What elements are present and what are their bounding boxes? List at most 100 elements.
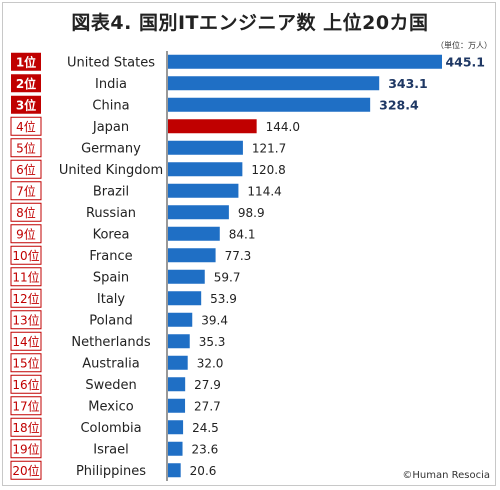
bar bbox=[168, 97, 371, 112]
bar bbox=[168, 183, 239, 198]
rank-label: 12位 bbox=[12, 291, 39, 306]
bar bbox=[168, 377, 186, 392]
bar bbox=[168, 463, 181, 478]
rank-badge bbox=[10, 288, 42, 308]
data-label: 35.3 bbox=[199, 335, 226, 349]
bar bbox=[168, 291, 202, 306]
rank-label: 4位 bbox=[16, 119, 36, 134]
bar bbox=[168, 119, 257, 134]
bar bbox=[168, 334, 190, 349]
rank-badge bbox=[10, 202, 42, 222]
bar bbox=[168, 312, 193, 327]
category-label: France bbox=[89, 249, 132, 264]
rank-badge bbox=[11, 95, 41, 114]
country-labels: United States India China Japan Germany Unite… bbox=[59, 55, 163, 479]
rank-badge bbox=[10, 331, 42, 351]
category-label: Mexico bbox=[88, 399, 133, 414]
rank-label: 16位 bbox=[12, 377, 39, 392]
bar bbox=[168, 269, 205, 284]
bars bbox=[168, 54, 442, 478]
rank-badge bbox=[10, 267, 42, 287]
data-label: 120.8 bbox=[251, 163, 285, 177]
rank-badge bbox=[10, 374, 42, 394]
data-label: 343.1 bbox=[388, 76, 428, 91]
chart-frame bbox=[2, 2, 496, 486]
rank-label: 19位 bbox=[12, 441, 39, 456]
data-label: 59.7 bbox=[214, 270, 241, 284]
rank-badge bbox=[10, 353, 42, 373]
category-label: China bbox=[92, 98, 129, 113]
rank-label: 14位 bbox=[12, 334, 39, 349]
rank-badge bbox=[10, 417, 42, 437]
rank-badge bbox=[11, 52, 41, 71]
rank-label: 7位 bbox=[16, 183, 36, 198]
data-label: 24.5 bbox=[192, 421, 219, 435]
category-label: Japan bbox=[92, 120, 129, 135]
data-label: 445.1 bbox=[445, 54, 485, 69]
credit-text: ©Human Resocia bbox=[402, 470, 490, 481]
rank-label: 8位 bbox=[16, 205, 36, 220]
data-label: 23.6 bbox=[192, 442, 219, 456]
bar bbox=[168, 54, 442, 69]
rank-label: 9位 bbox=[16, 226, 36, 241]
bar bbox=[168, 76, 380, 91]
bar bbox=[168, 355, 188, 370]
bar bbox=[168, 162, 243, 177]
rank-label: 10位 bbox=[12, 248, 39, 263]
data-label: 121.7 bbox=[252, 141, 286, 155]
rank-badge bbox=[10, 116, 42, 136]
data-label: 98.9 bbox=[238, 206, 265, 220]
data-label: 20.6 bbox=[190, 464, 217, 478]
data-label: 53.9 bbox=[210, 292, 237, 306]
rank-badge bbox=[11, 74, 41, 93]
category-label: Italy bbox=[97, 292, 126, 307]
category-label: Colombia bbox=[80, 421, 141, 436]
data-label: 32.0 bbox=[197, 356, 224, 370]
category-label: Sweden bbox=[85, 378, 136, 393]
rank-label: 15位 bbox=[12, 355, 39, 370]
bar bbox=[168, 441, 183, 456]
data-label: 77.3 bbox=[225, 249, 252, 263]
category-label: Germany bbox=[81, 141, 141, 156]
category-label: United Kingdom bbox=[59, 163, 163, 178]
rank-badge bbox=[10, 439, 42, 459]
category-label: Spain bbox=[93, 270, 129, 285]
rank-badge bbox=[10, 396, 42, 416]
bar bbox=[168, 140, 243, 155]
chart-title: 図表4. 国別ITエンジニア数 上位20カ国 bbox=[71, 12, 429, 34]
rank-badge bbox=[10, 460, 42, 480]
category-label: Russian bbox=[86, 206, 136, 221]
rank-badge bbox=[10, 245, 42, 265]
rank-badge bbox=[10, 138, 42, 158]
category-label: Philippines bbox=[76, 464, 146, 479]
rank-label: 3位 bbox=[16, 97, 36, 112]
rank-badge bbox=[10, 159, 42, 179]
bar bbox=[168, 205, 229, 220]
rank-badge bbox=[10, 181, 42, 201]
bar bbox=[168, 226, 220, 241]
category-label: Korea bbox=[93, 227, 130, 242]
bar bbox=[168, 420, 184, 435]
rank-label: 11位 bbox=[12, 269, 39, 284]
rank-label: 5位 bbox=[16, 140, 36, 155]
rank-label: 20位 bbox=[12, 463, 39, 478]
value-labels: 445.1 343.1 328.4 144.0 121.7 120.8 114.4 98.9 8… bbox=[190, 54, 485, 478]
rank-label: 13位 bbox=[12, 312, 39, 327]
data-label: 114.4 bbox=[247, 184, 281, 198]
data-label: 27.9 bbox=[194, 378, 221, 392]
category-label: Poland bbox=[89, 313, 132, 328]
data-label: 84.1 bbox=[229, 227, 256, 241]
category-label: United States bbox=[67, 55, 155, 70]
data-label: 328.4 bbox=[379, 97, 419, 112]
data-label: 144.0 bbox=[266, 120, 300, 134]
rank-label: 2位 bbox=[16, 76, 36, 91]
rank-badge bbox=[10, 224, 42, 244]
rank-label: 17位 bbox=[12, 398, 39, 413]
data-label: 27.7 bbox=[194, 399, 221, 413]
category-label: India bbox=[95, 77, 127, 92]
rank-labels: 1位 2位 3位 4位 5位 6位 7位 8位 9位 10位 11位 12位 13位 14位 15位 16位 1… bbox=[10, 52, 42, 480]
category-label: Brazil bbox=[93, 184, 129, 199]
unit-note: （単位：万人） bbox=[436, 41, 492, 50]
bar bbox=[168, 248, 216, 263]
